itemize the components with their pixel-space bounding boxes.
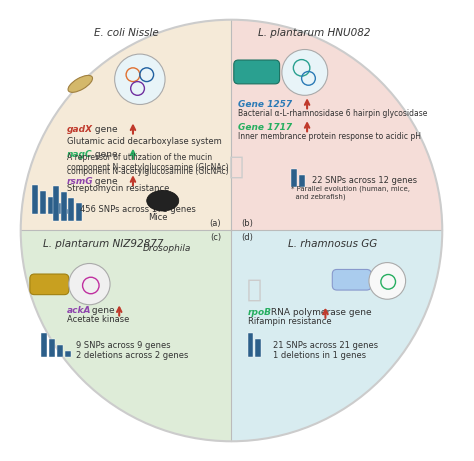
Text: (d): (d) [242, 233, 254, 242]
FancyBboxPatch shape [41, 333, 47, 356]
Text: gene: gene [90, 306, 115, 315]
FancyBboxPatch shape [299, 175, 305, 187]
Text: gene: gene [92, 150, 118, 160]
Text: 456 SNPs across 171 genes: 456 SNPs across 171 genes [80, 206, 196, 214]
Text: 21 SNPs across 21 genes: 21 SNPs across 21 genes [273, 342, 378, 350]
FancyBboxPatch shape [332, 269, 371, 290]
Text: Rifampin resistance: Rifampin resistance [247, 317, 331, 326]
FancyBboxPatch shape [53, 186, 59, 221]
FancyBboxPatch shape [32, 185, 38, 214]
Text: 🧍: 🧍 [228, 154, 244, 178]
FancyBboxPatch shape [48, 196, 54, 214]
FancyBboxPatch shape [64, 208, 69, 214]
Text: Streptomycin resistance: Streptomycin resistance [66, 184, 169, 193]
Text: E. coli Nissle: E. coli Nissle [94, 29, 158, 38]
Text: Acetate kinase: Acetate kinase [66, 315, 129, 325]
Text: component N-acetylglucosamine (GlcNAc): component N-acetylglucosamine (GlcNAc) [66, 167, 228, 177]
Text: * Parallel evolution (human, mice,
  and zebrafish): * Parallel evolution (human, mice, and z… [291, 186, 410, 200]
Text: (c): (c) [210, 233, 221, 242]
Circle shape [115, 54, 165, 105]
Text: Gene 1717: Gene 1717 [238, 123, 292, 132]
FancyBboxPatch shape [49, 339, 55, 356]
Text: L. plantarum HNU082: L. plantarum HNU082 [258, 29, 370, 38]
Text: (b): (b) [242, 219, 254, 228]
Text: 2 deletions across 2 genes: 2 deletions across 2 genes [76, 351, 188, 360]
FancyBboxPatch shape [247, 333, 254, 356]
Text: 22 SNPs across 12 genes: 22 SNPs across 12 genes [312, 176, 417, 184]
Text: Gene 1257: Gene 1257 [238, 100, 292, 109]
Text: 🧍: 🧍 [247, 278, 262, 302]
Text: ackA: ackA [66, 306, 91, 315]
Text: Inner membrance protein response to acidic pH: Inner membrance protein response to acid… [238, 131, 421, 141]
FancyBboxPatch shape [234, 60, 280, 84]
Wedge shape [231, 230, 442, 441]
Circle shape [282, 49, 328, 95]
FancyBboxPatch shape [68, 197, 74, 221]
Wedge shape [231, 20, 442, 231]
Text: Bacterial α-L-rhamnosidase 6 hairpin glycosidase: Bacterial α-L-rhamnosidase 6 hairpin gly… [238, 109, 428, 118]
Ellipse shape [147, 190, 179, 211]
Ellipse shape [68, 76, 92, 92]
Circle shape [69, 264, 110, 305]
FancyBboxPatch shape [61, 192, 66, 221]
FancyBboxPatch shape [40, 191, 46, 214]
Circle shape [369, 263, 406, 299]
FancyBboxPatch shape [291, 169, 297, 187]
Text: rpoB: rpoB [247, 308, 272, 318]
Text: RNA polymerase gene: RNA polymerase gene [268, 308, 372, 318]
Text: rsmG: rsmG [66, 177, 93, 185]
Text: Glutamic acid decarboxylase system: Glutamic acid decarboxylase system [66, 136, 221, 146]
Text: gene: gene [92, 125, 118, 134]
Text: nagC: nagC [66, 150, 92, 160]
Text: Drosophila: Drosophila [143, 244, 191, 254]
Text: gene: gene [92, 177, 118, 185]
Text: 9 SNPs across 9 genes: 9 SNPs across 9 genes [76, 342, 170, 350]
Text: (a): (a) [210, 219, 221, 228]
Text: L. plantarum NIZ92877: L. plantarum NIZ92877 [43, 239, 164, 249]
Text: Mice: Mice [148, 213, 168, 222]
FancyBboxPatch shape [55, 202, 62, 214]
FancyBboxPatch shape [30, 274, 69, 295]
FancyBboxPatch shape [76, 203, 82, 221]
FancyBboxPatch shape [57, 344, 63, 356]
FancyBboxPatch shape [255, 339, 261, 356]
Text: L. rhamnosus GG: L. rhamnosus GG [288, 239, 377, 249]
Wedge shape [21, 20, 231, 231]
Text: gadX: gadX [66, 125, 92, 134]
Text: 1 deletions in 1 genes: 1 deletions in 1 genes [273, 351, 366, 360]
Text: A repressor of utilization of the mucin
component N-acetylglucosamine (GlcNAc): A repressor of utilization of the mucin … [66, 153, 228, 172]
FancyBboxPatch shape [64, 350, 71, 356]
Wedge shape [21, 230, 231, 441]
